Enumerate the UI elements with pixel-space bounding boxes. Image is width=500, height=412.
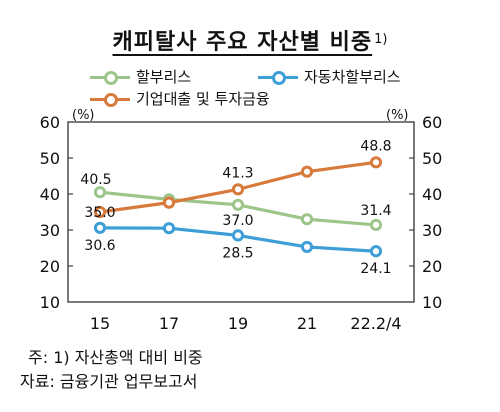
x-tick-label: 17 [159,314,179,333]
data-label: 40.5 [80,172,111,188]
y-tick-label-left: 40 [40,185,60,204]
chart-title: 캐피탈사 주요 자산별 비중 1) [0,24,500,56]
y-tick-label-right: 60 [422,113,442,132]
legend-marker-corporate-loans [90,92,130,107]
y-tick-label-left: 20 [40,257,60,276]
legend-item-installment-lease: 할부리스 [90,66,191,87]
data-point [369,156,383,169]
x-tick-label: 21 [297,314,317,333]
data-label: 41.3 [222,165,253,181]
y-tick-label-right: 20 [422,257,442,276]
y-tick-label-right: 10 [422,293,442,312]
data-point [162,222,176,235]
legend-label-auto-installment-lease: 자동차할부리스 [304,68,401,86]
data-label: 37.0 [222,213,253,229]
data-point [369,245,383,258]
legend-item-corporate-loans: 기업대출 및 투자금융 [90,88,270,109]
data-label: 28.5 [222,245,253,261]
plot-frame [67,121,415,303]
x-tick-label: 19 [228,314,248,333]
y-tick-label-right: 30 [422,221,442,240]
legend-item-auto-installment-lease: 자동차할부리스 [258,66,401,87]
footnote-source: 자료: 금융기관 업무보고서 [20,372,198,391]
x-tick-label: 15 [90,314,110,333]
data-point [93,221,107,234]
data-point [162,196,176,209]
y-tick-label-left: 10 [40,293,60,312]
y-tick-label-left: 50 [40,149,60,168]
data-label: 24.1 [360,261,391,277]
data-point [231,229,245,242]
x-tick-label: 22.2/4 [350,314,401,333]
y-unit-left: (%) [72,108,95,123]
data-point [300,240,314,254]
y-unit-right: (%) [386,108,409,123]
y-tick-label-left: 30 [40,221,60,240]
data-point [231,183,245,196]
data-label: 35.0 [84,205,115,221]
data-label: 31.4 [360,203,391,219]
legend-label-installment-lease: 할부리스 [136,68,192,86]
footnote-note: 주: 1) 자산총액 대비 비중 [28,348,203,367]
legend-marker-installment-lease [90,70,130,85]
y-tick-label-right: 40 [422,185,442,204]
data-point [231,198,245,211]
data-point [93,205,107,219]
data-label: 48.8 [360,138,391,154]
data-point [93,186,107,199]
data-point [300,165,314,178]
chart-title-text: 캐피탈사 주요 자산별 비중 [112,30,373,55]
chart-title-footnote-mark: 1) [374,31,388,47]
legend-marker-auto-installment-lease [258,70,298,85]
legend-label-corporate-loans: 기업대출 및 투자금융 [136,90,270,108]
data-point [300,213,314,226]
data-point [369,218,383,232]
y-tick-label-right: 50 [422,149,442,168]
y-tick-label-left: 60 [40,113,60,132]
data-label: 30.6 [84,238,115,254]
